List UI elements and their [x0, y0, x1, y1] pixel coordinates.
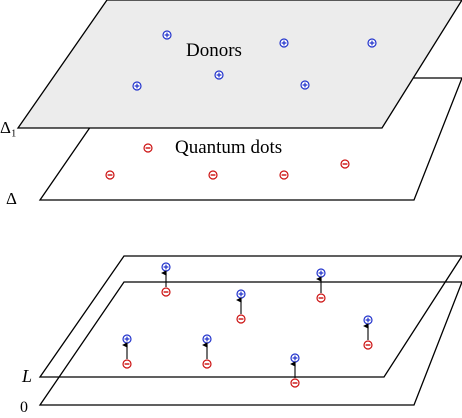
circled-minus-icon	[202, 359, 212, 369]
circled-plus-icon	[316, 268, 326, 278]
circled-minus-icon	[363, 340, 373, 350]
circled-minus-icon	[143, 143, 153, 153]
circled-minus-icon	[236, 314, 246, 324]
circled-plus-icon	[290, 353, 300, 363]
bottom-plane-l	[38, 255, 462, 378]
circled-minus-icon	[122, 359, 132, 369]
dipole	[316, 268, 326, 303]
quantum-dot-markers	[105, 143, 350, 180]
circled-plus-icon	[236, 289, 246, 299]
circled-plus-icon	[202, 334, 212, 344]
donor-markers	[132, 30, 377, 91]
upper-layer-plane	[16, 0, 462, 129]
level-label-delta: Δ	[6, 189, 17, 208]
circled-minus-icon	[290, 378, 300, 388]
dipole	[202, 334, 212, 369]
bottom-panel: L 0	[20, 255, 462, 416]
dipole	[236, 289, 246, 324]
bottom-plane-zero	[38, 281, 462, 406]
dipole	[290, 353, 300, 388]
circled-plus-icon	[132, 81, 142, 91]
circled-plus-icon	[363, 315, 373, 325]
circled-plus-icon	[214, 70, 224, 80]
circled-minus-icon	[316, 293, 326, 303]
circled-minus-icon	[161, 287, 171, 297]
circled-plus-icon	[367, 38, 377, 48]
circled-minus-icon	[105, 170, 115, 180]
circled-plus-icon	[279, 38, 289, 48]
top-panel: Donors Quantum dots Δ₁ Δ	[0, 0, 462, 208]
dipole	[122, 334, 132, 369]
dipole	[363, 315, 373, 350]
level-label-delta1: Δ₁	[0, 118, 17, 137]
circled-plus-icon	[122, 334, 132, 344]
level-label-zero: 0	[20, 399, 28, 416]
level-label-l: L	[21, 366, 32, 386]
circled-plus-icon	[162, 30, 172, 40]
circled-minus-icon	[279, 170, 289, 180]
upper-layer-label: Donors	[186, 40, 242, 61]
dipole-markers	[122, 262, 373, 388]
lower-layer-label: Quantum dots	[175, 137, 282, 158]
dipole	[161, 262, 171, 297]
circled-minus-icon	[340, 159, 350, 169]
circled-minus-icon	[208, 170, 218, 180]
circled-plus-icon	[161, 262, 171, 272]
circled-plus-icon	[300, 80, 310, 90]
